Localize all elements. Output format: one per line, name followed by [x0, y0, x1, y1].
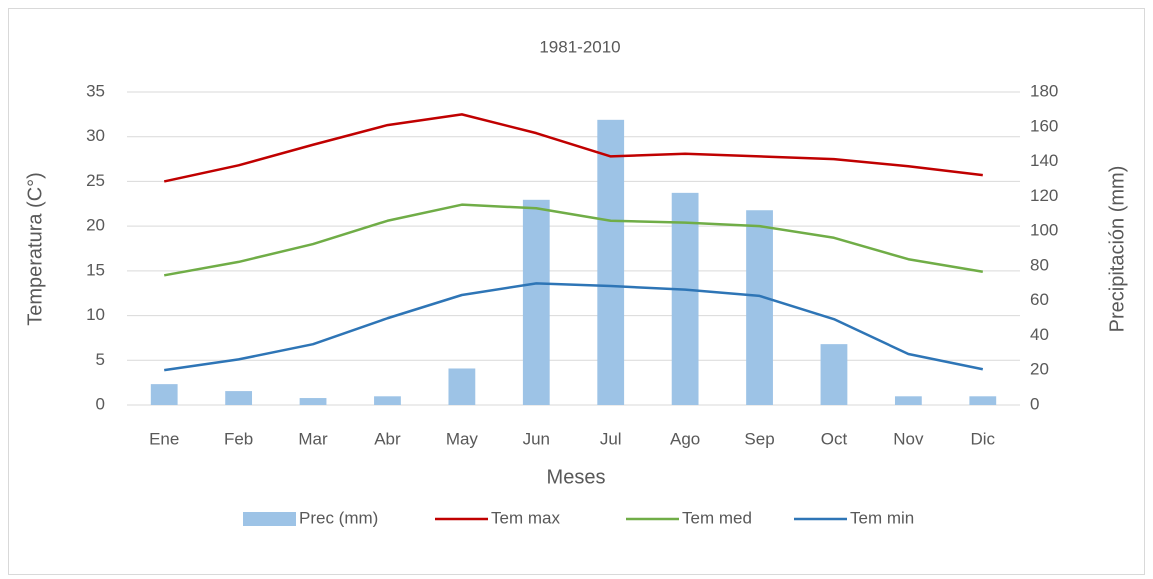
- x-tick-label: Jul: [600, 429, 622, 448]
- bar: [969, 396, 997, 405]
- y-tick-label: 0: [96, 394, 105, 413]
- x-tick-label: Feb: [224, 429, 253, 448]
- y2-tick-label: 60: [1030, 290, 1049, 309]
- y-tick-label: 5: [96, 350, 105, 369]
- x-tick-label: Dic: [971, 429, 996, 448]
- y2-tick-label: 0: [1030, 394, 1039, 413]
- y2-tick-label: 180: [1030, 81, 1058, 100]
- bar: [225, 391, 253, 405]
- x-tick-label: Ago: [670, 429, 700, 448]
- legend-label: Tem min: [850, 508, 914, 527]
- bar: [894, 396, 922, 405]
- y2-tick-label: 100: [1030, 221, 1058, 240]
- y2-tick-label: 140: [1030, 151, 1058, 170]
- x-tick-label: Mar: [298, 429, 328, 448]
- y2-axis-title: Precipitación (mm): [1106, 166, 1128, 333]
- bar: [820, 344, 848, 405]
- bar: [671, 192, 699, 405]
- bar: [746, 210, 773, 405]
- y-tick-label: 10: [86, 305, 105, 324]
- x-tick-label: Abr: [374, 429, 401, 448]
- y2-tick-label: 120: [1030, 186, 1058, 205]
- x-axis-title: Meses: [547, 466, 606, 488]
- y-axis-title: Temperatura (C°): [24, 172, 46, 326]
- x-tick-label: Nov: [893, 429, 924, 448]
- y-tick-label: 25: [86, 171, 105, 190]
- chart-title: 1981-2010: [539, 37, 620, 56]
- legend-label: Tem med: [682, 508, 752, 527]
- legend-swatch: [243, 512, 296, 526]
- line: [163, 203, 983, 277]
- y-tick-label: 20: [86, 216, 105, 235]
- line: [164, 282, 984, 372]
- x-tick-label: Jun: [523, 429, 550, 448]
- bar: [150, 384, 178, 405]
- legend-label: Prec (mm): [299, 508, 378, 527]
- bar: [374, 396, 401, 405]
- x-tick-label: Oct: [821, 429, 848, 448]
- y2-tick-label: 80: [1030, 255, 1049, 274]
- x-tick-label: May: [446, 429, 479, 448]
- x-tick-label: Ene: [149, 429, 179, 448]
- bar: [597, 119, 625, 406]
- bar: [448, 368, 476, 405]
- chart-border: [8, 8, 1145, 575]
- y-tick-label: 15: [86, 260, 105, 279]
- y-tick-label: 30: [86, 126, 105, 145]
- y-tick-label: 35: [86, 81, 105, 100]
- y2-tick-label: 20: [1030, 360, 1049, 379]
- x-tick-label: Sep: [744, 429, 774, 448]
- y2-tick-label: 40: [1030, 325, 1049, 344]
- line: [163, 113, 983, 183]
- y2-tick-label: 160: [1030, 116, 1058, 135]
- bar: [299, 398, 327, 405]
- legend-label: Tem max: [491, 508, 560, 527]
- bar: [522, 199, 550, 405]
